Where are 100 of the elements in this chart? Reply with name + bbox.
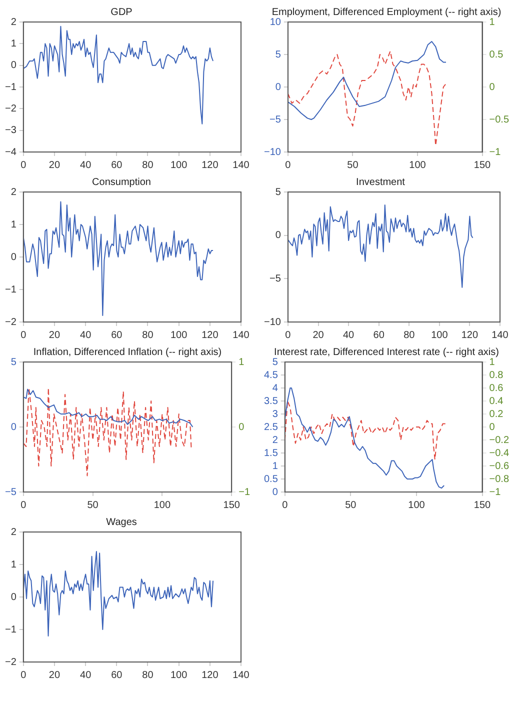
chart-title: Employment, Differenced Employment (-- right axis) [272,6,502,18]
y-tick-label: 0 [275,82,282,93]
y-tick-label: 1 [272,460,278,472]
y-tick-label: 2 [10,186,17,198]
y-tick-label: 5 [272,356,278,368]
x-tick-label: 100 [409,160,426,171]
y-tick-label: −2 [4,316,17,328]
line-series [23,388,192,476]
x-tick-label: 50 [87,500,99,511]
y-tick-label: 0 [10,252,17,263]
x-tick-label: 80 [404,330,416,341]
y2-tick-label: 0 [238,422,245,433]
x-tick-label: 100 [170,670,188,681]
chart-title: Investment [356,176,406,188]
x-tick-label: 0 [282,500,288,511]
y-tick-label: −1 [4,82,17,93]
y-tick-label: 1 [10,559,17,570]
x-tick-label: 40 [80,330,92,341]
x-tick-label: 150 [474,500,492,511]
chart-title: Interest rate, Differenced Interest rate (-- right axis) [274,346,499,358]
line-series [288,50,446,146]
x-tick-label: 120 [202,670,219,681]
y2-tick-label: −0.6 [489,460,510,472]
y2-tick-label: 0.4 [489,396,504,407]
y-tick-label: 4.5 [264,370,278,381]
y2-tick-label: 1 [489,16,496,28]
y-tick-label: 0 [10,422,17,433]
x-tick-label: 80 [142,160,154,171]
x-tick-label: 0 [20,670,27,681]
y-tick-label: 0 [10,60,17,72]
y2-tick-label: −1 [489,486,502,498]
y2-tick-label: 0.2 [489,408,504,420]
x-tick-label: 20 [48,670,60,681]
y-tick-label: 0 [10,592,17,603]
y-tick-label: −4 [4,146,17,158]
y-tick-label: −5 [270,114,282,126]
x-tick-label: 0 [20,500,27,511]
x-tick-label: 20 [48,160,60,171]
y-tick-label: −2 [4,103,17,114]
y-tick-label: −1 [4,624,17,636]
x-tick-label: 140 [492,330,509,341]
y-tick-label: 1 [10,38,17,50]
y-tick-label: 1 [10,219,17,230]
x-tick-label: 80 [142,330,154,341]
y-tick-label: 0 [275,230,282,242]
x-tick-label: 140 [232,160,250,171]
x-tick-label: 100 [170,330,188,341]
x-tick-label: 100 [170,160,188,171]
y-tick-label: 1.5 [264,448,278,459]
chart-title: Consumption [92,176,151,188]
y-tick-label: −5 [270,273,282,284]
y2-tick-label: 0.8 [489,370,504,381]
y-tick-label: 2 [272,434,278,446]
x-tick-label: 20 [312,330,324,341]
chart-title: GDP [110,6,133,18]
x-tick-label: 100 [408,500,426,511]
x-tick-label: 150 [223,500,240,511]
y2-tick-label: 0 [489,422,496,433]
y2-tick-label: −0.2 [489,434,510,446]
y-tick-label: −3 [4,125,17,136]
x-tick-label: 60 [111,670,123,681]
y2-tick-label: 0.6 [489,382,504,394]
y-tick-label: 4 [272,382,278,394]
y-tick-label: 0.5 [264,474,278,485]
y2-tick-label: −0.8 [489,474,510,485]
y-tick-label: 3 [272,408,278,420]
x-tick-label: 120 [202,330,219,341]
y-tick-label: −10 [264,146,282,158]
y-tick-label: 10 [270,16,282,28]
y2-tick-label: 1 [238,356,245,368]
x-tick-label: 100 [154,500,171,511]
y-tick-label: 2.5 [264,422,278,433]
y-tick-label: 5 [275,49,282,60]
y-tick-label: 3.5 [264,396,278,407]
x-tick-label: 0 [20,160,27,171]
y-tick-label: 0 [272,486,278,498]
y2-tick-label: −0.4 [489,448,510,459]
x-tick-label: 40 [80,160,92,171]
x-tick-label: 150 [474,160,492,171]
x-tick-label: 50 [347,160,359,171]
chart-title: Inflation, Differenced Inflation (-- right axis) [33,346,222,358]
y-tick-label: −1 [4,284,17,296]
y-tick-label: −10 [264,316,282,328]
y-tick-label: −5 [4,486,17,498]
x-tick-label: 60 [111,330,123,341]
x-tick-label: 140 [232,670,250,681]
y2-tick-label: 0 [489,82,496,93]
line-series [284,400,446,460]
x-tick-label: 60 [111,160,123,171]
x-tick-label: 120 [202,160,219,171]
y-tick-label: 2 [10,526,17,538]
x-tick-label: 40 [80,670,92,681]
x-tick-label: 140 [232,330,250,341]
x-tick-label: 80 [142,670,154,681]
y-tick-label: 2 [10,16,17,28]
x-tick-label: 0 [285,160,292,171]
y-tick-label: 5 [10,356,17,368]
y-tick-label: −2 [4,656,17,668]
chart-title: Wages [106,516,137,528]
x-tick-label: 120 [461,330,478,341]
